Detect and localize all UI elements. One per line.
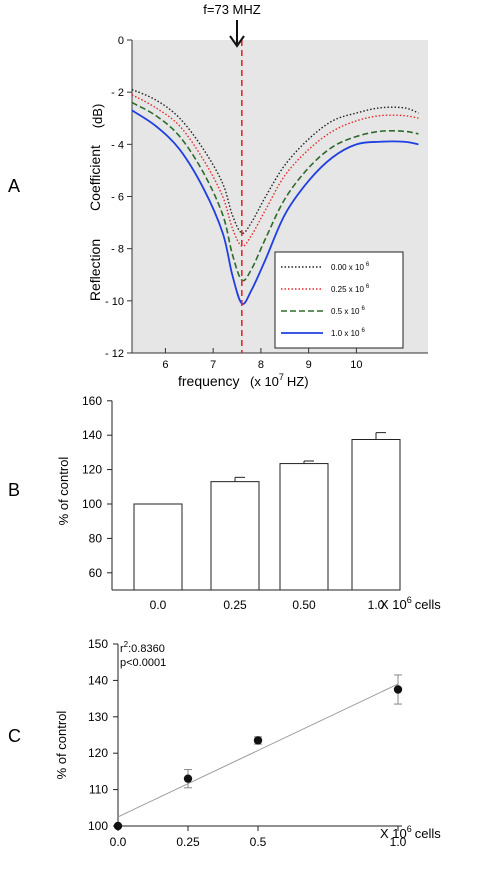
axes: 100 110 120 130 140 150 0.0 0.25 0.5 1.0	[88, 637, 407, 849]
y-tick-label: 140	[82, 428, 102, 442]
x-tick-label: 6	[162, 359, 168, 371]
x-tick-label: 10	[350, 359, 362, 371]
panel-c-chart: 100 110 120 130 140 150 0.0 0.25 0.5 1.0 % of con…	[54, 637, 441, 849]
x-axis: 6 7 8 9 10	[132, 348, 428, 371]
legend-entry: 0.5 x 10 6	[331, 306, 365, 316]
data-point	[113, 821, 123, 831]
y-tick-label: 130	[88, 710, 108, 724]
x-tick-label: 1.0	[368, 598, 385, 612]
bar	[210, 481, 260, 591]
y-tick-label: 80	[89, 531, 103, 545]
series-line-1	[131, 94, 419, 247]
x-tick-label: 0.25	[223, 598, 247, 612]
y-axis-title-word: Reflection	[87, 239, 103, 301]
y-tick-label: - 2	[111, 87, 124, 99]
y-tick-label: 140	[88, 673, 108, 687]
panel-label-c: C	[8, 726, 21, 746]
y-tick-label: 110	[89, 783, 108, 797]
y-tick-label: - 8	[111, 244, 124, 256]
regression-line	[117, 683, 399, 818]
bar	[279, 463, 329, 591]
x-tick-label: 0.0	[110, 835, 127, 849]
y-tick-label: - 12	[105, 348, 124, 360]
y-tick-label: 120	[82, 463, 102, 477]
data-point	[253, 736, 263, 745]
legend-box	[274, 251, 404, 349]
x-tick-label: 0.50	[292, 598, 316, 612]
y-axis-title: Reflection Coefficient (dB)	[87, 104, 105, 301]
panel-label-a: A	[8, 176, 20, 196]
series-line-3	[131, 109, 419, 305]
frequency-annotation: f=73 MHZ	[203, 2, 260, 17]
data-point	[393, 685, 403, 694]
y-tick-label: 100	[88, 819, 108, 833]
p-value-annotation: p<0.0001	[120, 657, 166, 669]
x-tick-label: 0.5	[250, 835, 267, 849]
r-squared-annotation: r2:0.8360	[120, 640, 165, 655]
y-tick-label: - 6	[111, 192, 124, 204]
y-axis-title: % of control	[54, 711, 69, 780]
x-tick-label: 0.25	[176, 835, 200, 849]
series-group	[131, 88, 419, 305]
x-tick-label: 9	[306, 359, 312, 371]
x-tick-label: 7	[210, 359, 216, 371]
x-axis-unit: (x 107 HZ)	[250, 372, 309, 389]
x-tick-label: 8	[258, 359, 264, 371]
y-tick-label: 150	[88, 637, 108, 651]
y-tick-label: 0	[118, 35, 124, 47]
legend-entry: 0.25 x 10 6	[331, 284, 370, 294]
y-axis-title: % of control	[56, 457, 71, 526]
bar	[133, 503, 183, 591]
x-tick-label: 0.0	[150, 598, 167, 612]
y-tick-label: 160	[82, 394, 102, 408]
legend: 0.00 x 10 6 0.25 x 10 6 0.5 x 10 6 1.0 x 10 6	[274, 251, 404, 349]
y-axis-title-word: (dB)	[90, 104, 105, 129]
bar	[351, 439, 401, 591]
series-line-2	[131, 101, 419, 282]
x-tick-label: 1.0	[390, 835, 407, 849]
y-tick-label: 120	[88, 746, 108, 760]
legend-entry: 1.0 x 10 6	[331, 328, 365, 338]
data-point	[183, 774, 193, 783]
y-tick-label: - 10	[105, 296, 124, 308]
y-tick-label: - 4	[111, 139, 124, 151]
down-arrow-icon	[229, 20, 245, 48]
x-axis-title: X 106 cells	[380, 824, 441, 841]
x-axis-title: frequency	[178, 373, 239, 389]
points-group	[113, 674, 403, 831]
panel-label-b: B	[8, 480, 20, 500]
x-axis-title: X 106 cells	[380, 595, 441, 612]
panel-a-chart: 0 - 2 - 4 - 6 - 8 - 10 - 12 6 7 8 9 10 f=73 MHZ Re…	[87, 2, 428, 389]
legend-entry: 0.00 x 10 6	[331, 262, 370, 272]
y-tick-label: 60	[89, 566, 103, 580]
y-axis: 0 - 2 - 4 - 6 - 8 - 10 - 12	[105, 35, 133, 360]
series-line-0	[131, 88, 419, 234]
y-tick-label: 100	[82, 497, 102, 511]
bars-group: 0.0 0.25 0.50 1.0	[133, 432, 401, 612]
y-axis-title-word: Coefficient	[87, 145, 103, 211]
panel-b-chart: 60 80 100 120 140 160 0.0 0.25 0.50 1.0 % of con…	[56, 394, 441, 612]
